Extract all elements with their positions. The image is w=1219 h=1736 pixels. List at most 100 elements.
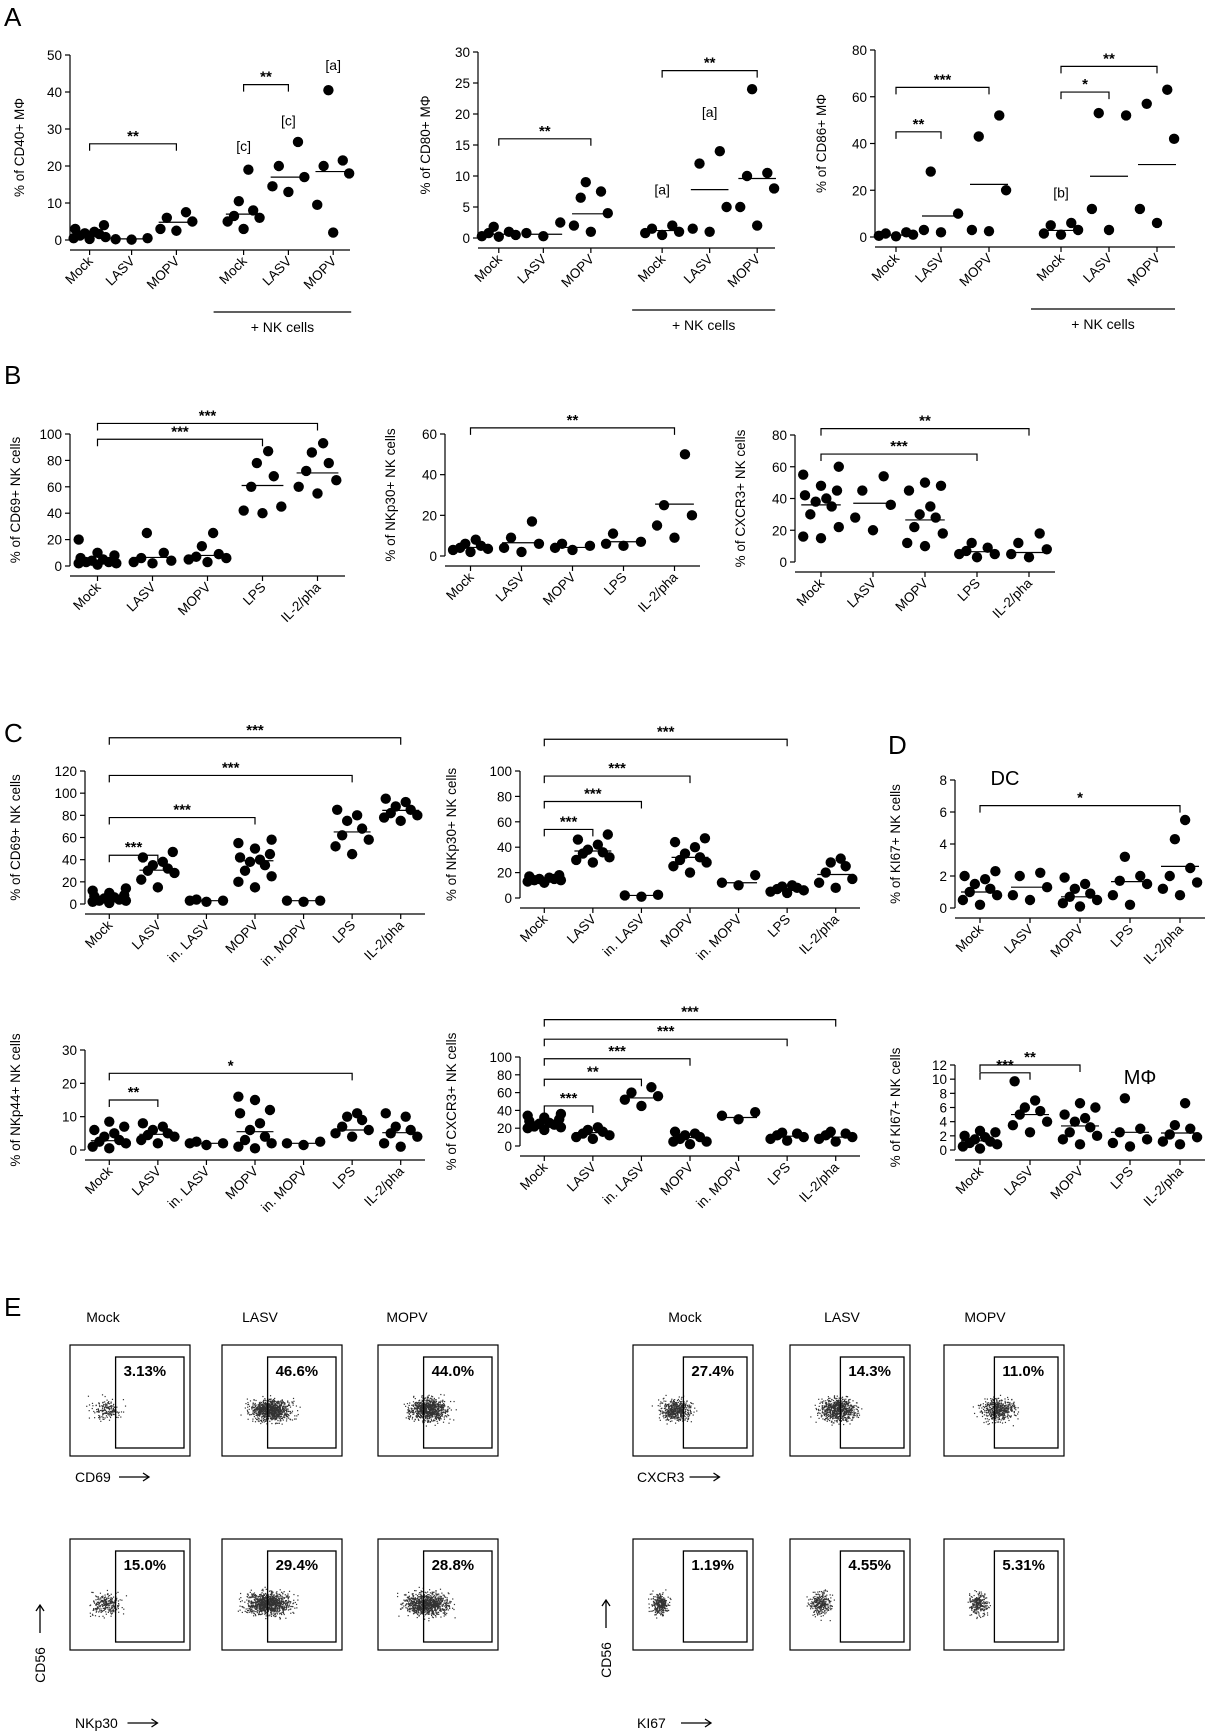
facs-event: [274, 1601, 276, 1603]
facs-event: [265, 1405, 267, 1407]
facs-event: [271, 1409, 274, 1411]
data-point: [833, 461, 844, 472]
facs-event: [419, 1404, 422, 1407]
facs-event: [259, 1406, 261, 1408]
facs-event: [287, 1598, 289, 1600]
facs-event: [260, 1596, 262, 1598]
data-point: [1179, 1098, 1191, 1109]
facs-event: [439, 1608, 441, 1611]
facs-event: [409, 1608, 411, 1610]
facs-event: [106, 1404, 108, 1406]
facs-event: [260, 1407, 262, 1409]
facs-event: [433, 1591, 435, 1593]
data-point: [191, 894, 202, 905]
facs-event: [428, 1606, 430, 1608]
facs-event: [440, 1596, 443, 1598]
facs-event: [267, 1610, 269, 1612]
facs-event: [107, 1608, 109, 1610]
facs-event: [411, 1598, 414, 1600]
facs-event: [271, 1606, 273, 1608]
facs-event: [273, 1601, 276, 1603]
facs-event: [109, 1411, 111, 1414]
data-point: [798, 531, 809, 542]
facs-event: [278, 1412, 280, 1414]
facs-event: [413, 1407, 416, 1410]
facs-event: [446, 1597, 448, 1599]
facs-event: [122, 1613, 125, 1615]
facs-event: [420, 1408, 422, 1411]
facs-event: [262, 1405, 264, 1407]
facs-event: [255, 1404, 257, 1406]
facs-event: [251, 1602, 253, 1604]
facs-event: [274, 1408, 276, 1410]
facs-event: [444, 1415, 446, 1417]
x-tick-label: Mock: [82, 917, 116, 951]
facs-event: [414, 1605, 417, 1607]
facs-event: [427, 1613, 429, 1615]
facs-event: [263, 1405, 265, 1407]
facs-event: [424, 1606, 427, 1609]
data-point: [312, 199, 323, 211]
y-tick-label: 80: [497, 1068, 512, 1083]
facs-event: [114, 1601, 116, 1604]
facs-event: [277, 1409, 280, 1411]
y-tick-label: 30: [47, 122, 62, 137]
facs-event: [401, 1604, 403, 1606]
x-tick-label: LASV: [564, 912, 599, 947]
facs-event: [113, 1603, 115, 1605]
facs-event: [411, 1601, 413, 1603]
facs-event: [444, 1409, 446, 1411]
data-point: [1091, 1130, 1103, 1142]
facs-event: [279, 1416, 281, 1418]
facs-event: [112, 1606, 114, 1608]
facs-event: [268, 1603, 271, 1605]
facs-event: [269, 1605, 271, 1607]
facs-event: [431, 1404, 433, 1406]
x-tick-label: MOPV: [657, 1160, 696, 1199]
facs-event: [448, 1605, 450, 1607]
data-point: [87, 885, 98, 896]
data-point: [668, 861, 679, 872]
data-point: [1085, 1122, 1096, 1133]
facs-event: [271, 1603, 274, 1605]
facs-event: [430, 1418, 432, 1420]
facs-event: [432, 1610, 435, 1612]
facs-event: [420, 1406, 422, 1408]
facs-event: [420, 1593, 422, 1596]
facs-event: [98, 1601, 100, 1604]
facs-event: [424, 1608, 426, 1610]
facs-event: [428, 1608, 431, 1610]
facs-event: [271, 1403, 273, 1406]
facs-event: [260, 1598, 262, 1601]
facs-event: [432, 1416, 434, 1418]
facs-event: [272, 1604, 274, 1606]
facs-event: [441, 1404, 443, 1407]
data-point: [254, 854, 266, 865]
facs-event: [418, 1592, 421, 1594]
data-point: [901, 227, 912, 238]
facs-event: [436, 1606, 438, 1608]
facs-event: [110, 1607, 112, 1609]
x-tick-label: LPS: [330, 918, 359, 947]
significance-label: ***: [584, 785, 602, 802]
facs-event: [432, 1414, 434, 1416]
facs-event: [99, 1416, 101, 1419]
facs-event: [425, 1410, 427, 1413]
facs-event: [261, 1600, 264, 1603]
significance-label: ***: [222, 759, 240, 776]
facs-event: [440, 1616, 442, 1618]
data-point: [600, 538, 612, 549]
facs-event: [414, 1606, 417, 1609]
facs-event: [280, 1591, 283, 1593]
facs-event: [424, 1413, 426, 1415]
annotation-label: [c]: [236, 138, 251, 154]
data-point: [337, 155, 348, 166]
data-point: [268, 471, 279, 482]
facs-event: [278, 1417, 280, 1419]
data-point: [1157, 1136, 1169, 1147]
facs-event: [416, 1607, 418, 1610]
y-tick-label: 100: [489, 1050, 512, 1065]
facs-event: [428, 1594, 430, 1596]
facs-event: [412, 1410, 415, 1412]
facs-event: [264, 1612, 266, 1614]
